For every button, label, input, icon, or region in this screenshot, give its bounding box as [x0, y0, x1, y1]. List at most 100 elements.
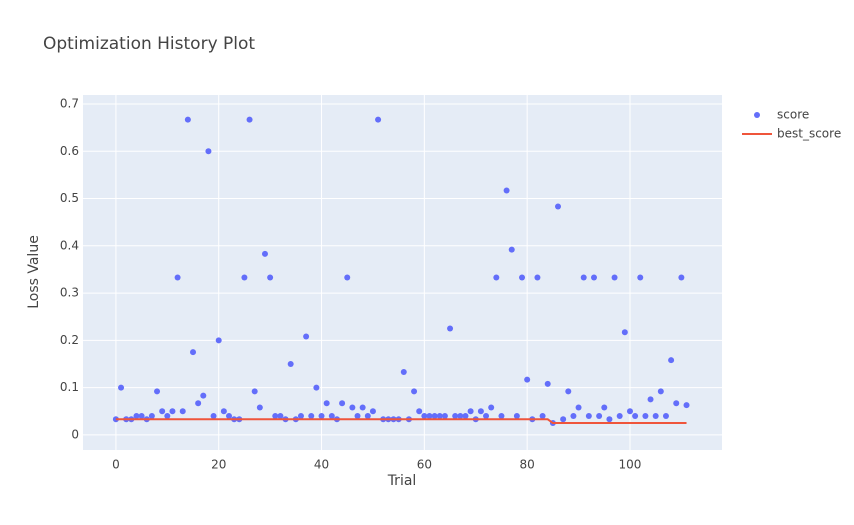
- y-tick-label: 0.3: [60, 286, 79, 300]
- data-point: [647, 396, 654, 403]
- x-tick-label: 80: [520, 458, 535, 472]
- data-point: [637, 274, 644, 281]
- data-point: [611, 274, 618, 281]
- data-point: [159, 408, 166, 415]
- legend-label: score: [777, 108, 809, 122]
- data-point: [508, 246, 515, 253]
- data-point: [462, 412, 469, 419]
- data-point: [375, 116, 382, 123]
- x-tick-label: 20: [211, 458, 226, 472]
- x-axis-label: Trial: [387, 473, 417, 489]
- y-tick-label: 0.7: [60, 96, 79, 110]
- y-tick-label: 0.5: [60, 191, 79, 205]
- data-point: [570, 412, 577, 419]
- data-point: [632, 412, 639, 419]
- data-point: [534, 274, 541, 281]
- data-point: [359, 404, 366, 411]
- data-point: [118, 384, 125, 391]
- data-point: [426, 412, 433, 419]
- data-point: [544, 380, 551, 387]
- data-point: [400, 369, 407, 376]
- data-point: [138, 412, 145, 419]
- data-point: [662, 412, 669, 419]
- y-axis-label: Loss Value: [26, 235, 42, 309]
- data-point: [441, 412, 448, 419]
- data-point: [267, 274, 274, 281]
- data-point: [467, 408, 474, 415]
- data-point: [241, 274, 248, 281]
- data-point: [673, 400, 680, 407]
- data-point: [575, 404, 582, 411]
- y-tick-label: 0.4: [60, 238, 79, 252]
- data-point: [354, 412, 361, 419]
- legend-marker: [754, 112, 760, 118]
- data-point: [308, 412, 315, 419]
- x-tick-label: 60: [417, 458, 432, 472]
- data-point: [195, 400, 202, 407]
- x-tick-label: 0: [112, 458, 120, 472]
- data-point: [220, 408, 227, 415]
- data-point: [154, 388, 161, 395]
- data-point: [621, 329, 628, 336]
- data-point: [369, 408, 376, 415]
- data-point: [606, 416, 613, 423]
- data-point: [200, 392, 207, 399]
- line: [115, 418, 687, 425]
- x-tick-label: 40: [314, 458, 329, 472]
- data-point: [421, 412, 428, 419]
- data-point: [323, 400, 330, 407]
- data-point: [190, 349, 197, 356]
- data-point: [225, 412, 232, 419]
- data-point: [488, 404, 495, 411]
- data-point: [205, 148, 212, 155]
- data-point: [277, 412, 284, 419]
- data-point: [683, 402, 690, 409]
- data-point: [344, 274, 351, 281]
- legend-label: best_score: [777, 127, 841, 141]
- data-point: [287, 360, 294, 367]
- data-point: [261, 250, 268, 257]
- data-point: [174, 274, 181, 281]
- data-point: [585, 412, 592, 419]
- data-point: [184, 116, 191, 123]
- data-point: [668, 357, 675, 364]
- data-point: [555, 203, 562, 210]
- data-point: [503, 187, 510, 194]
- data-point: [601, 404, 608, 411]
- data-point: [565, 388, 572, 395]
- data-point: [493, 274, 500, 281]
- data-point: [447, 325, 454, 332]
- data-point: [498, 412, 505, 419]
- data-point: [431, 412, 438, 419]
- data-point: [483, 412, 490, 419]
- data-point: [560, 416, 567, 423]
- y-tick-label: 0.1: [60, 380, 79, 394]
- data-point: [251, 388, 258, 395]
- data-point: [596, 412, 603, 419]
- data-point: [652, 412, 659, 419]
- data-point: [657, 388, 664, 395]
- plot-area: [83, 95, 722, 450]
- data-point: [313, 384, 320, 391]
- data-point: [303, 333, 310, 340]
- data-point: [452, 412, 459, 419]
- y-tick-label: 0.2: [60, 333, 79, 347]
- chart-title: Optimization History Plot: [43, 34, 255, 54]
- data-point: [616, 412, 623, 419]
- data-point: [411, 388, 418, 395]
- data-point: [580, 274, 587, 281]
- data-point: [272, 412, 279, 419]
- data-point: [133, 412, 140, 419]
- data-point: [164, 412, 171, 419]
- data-point: [457, 412, 464, 419]
- data-point: [642, 412, 649, 419]
- data-point: [416, 408, 423, 415]
- data-point: [339, 400, 346, 407]
- data-point: [436, 412, 443, 419]
- data-point: [678, 274, 685, 281]
- y-tick-label: 0.6: [60, 144, 79, 158]
- data-point: [297, 412, 304, 419]
- data-point: [590, 274, 597, 281]
- data-point: [626, 408, 633, 415]
